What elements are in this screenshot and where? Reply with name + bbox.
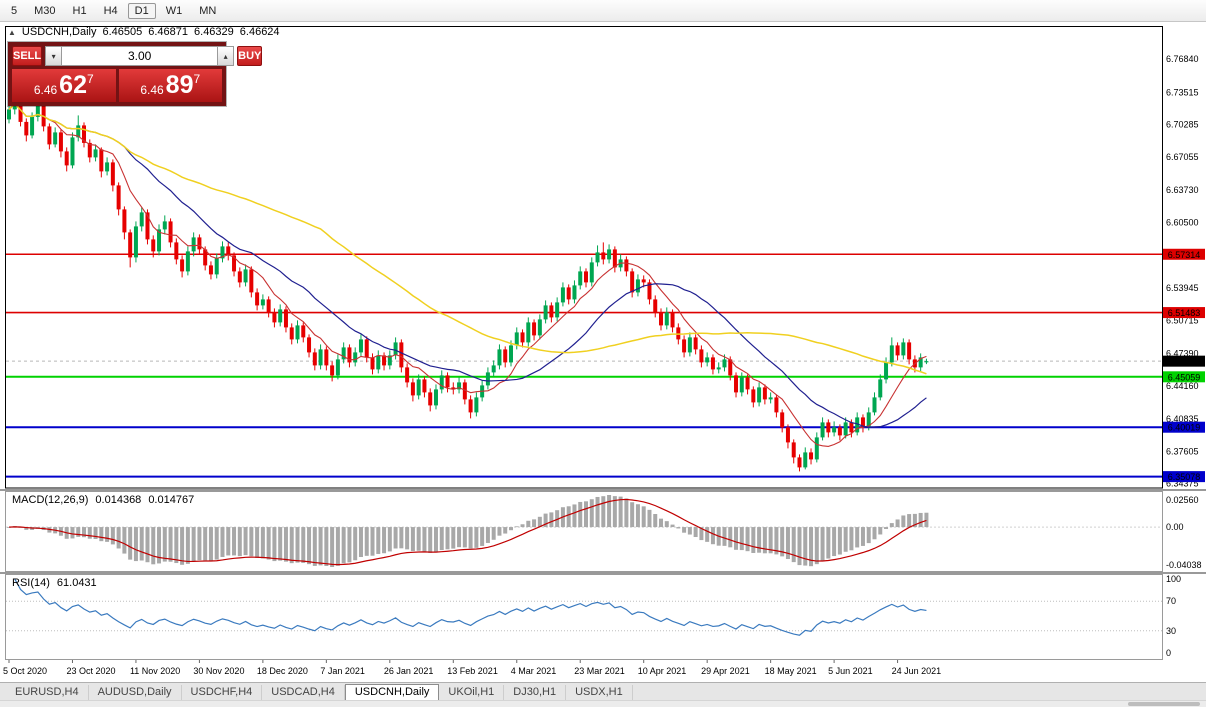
rsi-line xyxy=(14,578,927,636)
svg-text:18 Dec 2020: 18 Dec 2020 xyxy=(257,666,308,676)
chart-tab-USDCNH,Daily[interactable]: USDCNH,Daily xyxy=(344,684,440,700)
timeframe-button-M30[interactable]: M30 xyxy=(34,4,56,17)
svg-text:5 Oct 2020: 5 Oct 2020 xyxy=(3,666,47,676)
chart-tab-DJ30,H1[interactable]: DJ30,H1 xyxy=(504,685,567,700)
chart-tab-UKOil,H1[interactable]: UKOil,H1 xyxy=(439,685,505,700)
volume-input[interactable] xyxy=(62,46,218,66)
svg-text:7 Jan 2021: 7 Jan 2021 xyxy=(320,666,365,676)
panel-splitter-rsi[interactable] xyxy=(0,572,1206,574)
svg-text:6.53945: 6.53945 xyxy=(1166,283,1199,293)
svg-text:6.51483: 6.51483 xyxy=(1168,308,1201,318)
svg-text:100: 100 xyxy=(1166,574,1181,584)
svg-text:30: 30 xyxy=(1166,626,1176,636)
rsi-frame xyxy=(5,574,1163,660)
svg-text:10 Apr 2021: 10 Apr 2021 xyxy=(638,666,687,676)
price-badge xyxy=(1163,371,1205,383)
horizontal-scrollbar[interactable] xyxy=(0,700,1206,707)
chart-tab-EURUSD,H4[interactable]: EURUSD,H4 xyxy=(6,685,89,700)
svg-text:29 Apr 2021: 29 Apr 2021 xyxy=(701,666,750,676)
svg-text:23 Oct 2020: 23 Oct 2020 xyxy=(66,666,115,676)
moving-average-8[interactable] xyxy=(8,103,927,447)
price-badge xyxy=(1163,307,1205,319)
sell-price-big: 62 xyxy=(59,71,87,99)
chart-tab-USDCAD,H4[interactable]: USDCAD,H4 xyxy=(262,685,345,700)
one-click-toggle-icon[interactable]: ▲ xyxy=(8,27,16,37)
svg-text:13 Feb 2021: 13 Feb 2021 xyxy=(447,666,498,676)
svg-text:24 Jun 2021: 24 Jun 2021 xyxy=(892,666,942,676)
macd-signal-line xyxy=(8,498,927,566)
date-axis[interactable]: 5 Oct 2020 23 Oct 2020 11 Nov 2020 30 Nov 2… xyxy=(0,660,1206,682)
buy-price-button[interactable]: 6.46 89 7 xyxy=(118,69,222,102)
buy-button[interactable]: BUY xyxy=(237,46,263,66)
timeframe-button-H4[interactable]: H4 xyxy=(103,4,118,17)
moving-average-55[interactable] xyxy=(8,102,927,375)
price-badge xyxy=(1163,355,1205,367)
price-axis[interactable]: 6.76840 6.73515 6.70285 6.67055 6.63730 6.605… xyxy=(1163,54,1205,489)
svg-text:6.40019: 6.40019 xyxy=(1168,423,1201,433)
chart-tab-USDX,H1[interactable]: USDX,H1 xyxy=(566,685,633,700)
svg-text:6.44160: 6.44160 xyxy=(1166,381,1199,391)
chart-tab-USDCHF,H4[interactable]: USDCHF,H4 xyxy=(182,685,263,700)
macd-panel[interactable]: 0.02560 0.00 -0.04038 xyxy=(0,491,1206,572)
candlesticks xyxy=(7,93,929,472)
svg-text:6.40835: 6.40835 xyxy=(1166,414,1199,424)
svg-text:6.46624: 6.46624 xyxy=(1168,357,1201,367)
timeframe-button-5[interactable]: 5 xyxy=(11,4,18,17)
svg-text:6.34375: 6.34375 xyxy=(1166,479,1199,489)
svg-text:18 May 2021: 18 May 2021 xyxy=(765,666,817,676)
price-badge xyxy=(1163,248,1205,260)
svg-text:6.45059: 6.45059 xyxy=(1168,372,1201,382)
svg-text:0.00: 0.00 xyxy=(1166,522,1184,532)
svg-text:70: 70 xyxy=(1166,596,1176,606)
timeframe-button-W1[interactable]: W1 xyxy=(165,4,183,17)
timeframe-button-H1[interactable]: H1 xyxy=(72,4,87,17)
svg-text:6.63730: 6.63730 xyxy=(1166,185,1199,195)
svg-text:6.73515: 6.73515 xyxy=(1166,87,1199,97)
svg-text:6.35078: 6.35078 xyxy=(1168,472,1201,482)
sell-price-prefix: 6.46 xyxy=(33,82,58,97)
svg-text:0: 0 xyxy=(1166,648,1171,658)
volume-decrease-button[interactable]: ▾ xyxy=(45,46,63,66)
sell-price-button[interactable]: 6.46 62 7 xyxy=(12,69,116,102)
svg-text:30 Nov 2020: 30 Nov 2020 xyxy=(193,666,244,676)
svg-text:5 Jun 2021: 5 Jun 2021 xyxy=(828,666,873,676)
sell-button[interactable]: SELL xyxy=(12,46,43,66)
sell-price-sup: 7 xyxy=(86,72,94,86)
svg-text:6.70285: 6.70285 xyxy=(1166,120,1199,130)
buy-price-sup: 7 xyxy=(193,72,201,86)
timeframe-button-MN[interactable]: MN xyxy=(199,4,217,17)
svg-text:23 Mar 2021: 23 Mar 2021 xyxy=(574,666,625,676)
svg-text:0.02560: 0.02560 xyxy=(1166,495,1199,505)
rsi-panel[interactable]: 100 70 30 0 xyxy=(0,574,1206,660)
price-badge xyxy=(1163,421,1205,433)
one-click-trading-panel: SELL ▾ ▴ BUY 6.46 62 7 6.46 89 7 xyxy=(8,42,263,106)
volume-increase-button[interactable]: ▴ xyxy=(217,46,235,66)
horizontal-scrollbar-thumb[interactable] xyxy=(1128,702,1200,706)
svg-text:6.76840: 6.76840 xyxy=(1166,54,1199,64)
svg-text:6.47390: 6.47390 xyxy=(1166,349,1199,359)
svg-text:6.67055: 6.67055 xyxy=(1166,152,1199,162)
timeframe-button-D1[interactable]: D1 xyxy=(127,2,156,19)
svg-text:6.37605: 6.37605 xyxy=(1166,446,1199,456)
svg-text:11 Nov 2020: 11 Nov 2020 xyxy=(130,666,180,676)
svg-text:26 Jan 2021: 26 Jan 2021 xyxy=(384,666,434,676)
svg-text:4 Mar 2021: 4 Mar 2021 xyxy=(511,666,557,676)
chart-tabs-bar: EURUSD,H4 AUDUSD,Daily USDCHF,H4 USDCAD,H4 U… xyxy=(0,682,1206,700)
volume-stepper: ▾ ▴ xyxy=(45,46,235,66)
svg-text:6.57314: 6.57314 xyxy=(1168,250,1201,260)
moving-average-21[interactable] xyxy=(8,103,927,428)
panel-splitter-macd[interactable] xyxy=(0,489,1206,491)
svg-text:-0.04038: -0.04038 xyxy=(1166,560,1202,570)
chart-tab-AUDUSD,Daily[interactable]: AUDUSD,Daily xyxy=(89,685,182,700)
svg-text:6.50715: 6.50715 xyxy=(1166,315,1199,325)
timeframe-toolbar: 5 M30 H1 H4 D1 W1 MN xyxy=(0,0,1206,22)
svg-text:6.60500: 6.60500 xyxy=(1166,217,1199,227)
buy-price-big: 89 xyxy=(165,71,194,99)
price-badge xyxy=(1163,471,1205,483)
buy-price-prefix: 6.46 xyxy=(140,82,164,97)
